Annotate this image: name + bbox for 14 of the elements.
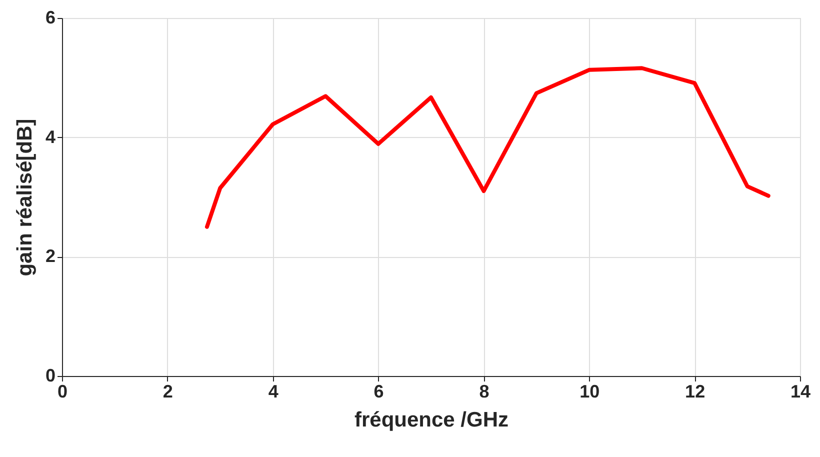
y-axis-title: gain réalisé[dB]	[13, 118, 36, 276]
x-tick-label: 6	[374, 382, 384, 402]
y-tick-label: 6	[45, 8, 56, 28]
x-tick-label: 12	[685, 382, 706, 402]
y-tick-label: 2	[45, 246, 56, 266]
x-tick-label: 4	[268, 382, 278, 402]
x-tick-label: 14	[790, 382, 811, 402]
line-series	[204, 66, 770, 229]
x-tick-label: 10	[580, 382, 600, 402]
x-axis-title: fréquence /GHz	[354, 408, 509, 432]
x-tick-label: 2	[162, 382, 173, 402]
y-tick-label: 4	[45, 126, 56, 147]
y-tick-label: 0	[45, 366, 56, 386]
x-tick-label: 8	[479, 382, 490, 402]
